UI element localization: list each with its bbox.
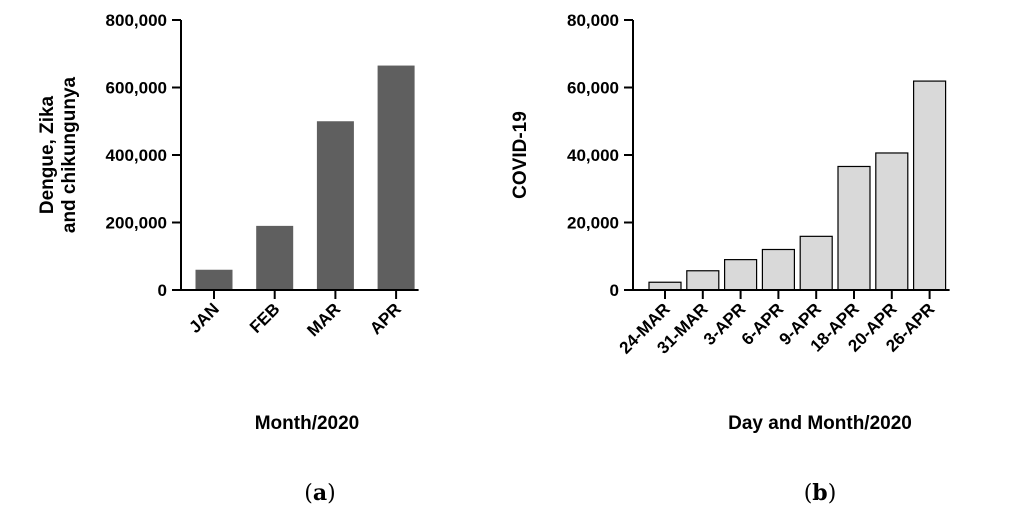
bar-18-apr (837, 165, 871, 291)
x-axis-title: Day and Month/2020 (728, 413, 912, 434)
y-tick-label: 800,000 (106, 11, 167, 30)
chart-panel-a: 0 200,000 400,000 600,000 800,000 JAN FEB MAR AP… (37, 11, 419, 506)
chart-panel-b: 020,00040,00060,00080,00024-MAR31-MAR3-A… (510, 11, 950, 506)
x-tick-label: MAR (303, 299, 344, 340)
x-tick-label: FEB (246, 299, 283, 336)
y-axis-title: and chikungunya (59, 76, 80, 233)
y-tick-label: 20,000 (567, 214, 619, 233)
y-tick-label: 80,000 (567, 11, 619, 30)
panel-label: (a) (304, 480, 335, 506)
panel-label: (b) (804, 480, 837, 506)
bar-3-apr (723, 259, 758, 291)
y-tick-label: 0 (610, 281, 619, 300)
y-tick-label: 0 (158, 281, 167, 300)
x-tick-label: 6-APR (738, 299, 788, 349)
x-tick-label: APR (366, 299, 405, 338)
y-tick-label: 600,000 (106, 79, 167, 98)
x-axis-title: Month/2020 (255, 413, 360, 434)
y-axis-title: Dengue, Zika (37, 95, 58, 214)
bar-mar (316, 121, 354, 290)
bar-9-apr (799, 235, 833, 291)
bar-26-apr (912, 80, 947, 291)
bar-feb (256, 225, 294, 290)
x-tick-label: JAN (185, 299, 222, 336)
bar-24-mar (648, 281, 682, 291)
y-tick-label: 200,000 (106, 214, 167, 233)
bar-6-apr (761, 248, 796, 291)
bar-31-mar (686, 270, 720, 291)
bar-jan (195, 269, 233, 290)
y-tick-label: 400,000 (106, 146, 167, 165)
bar-20-apr (875, 152, 909, 291)
x-tick-label: 3-APR (700, 299, 750, 349)
y-tick-label: 40,000 (567, 146, 619, 165)
bar-apr (377, 65, 415, 290)
y-axis-title: COVID-19 (510, 111, 531, 199)
y-tick-label: 60,000 (567, 79, 619, 98)
